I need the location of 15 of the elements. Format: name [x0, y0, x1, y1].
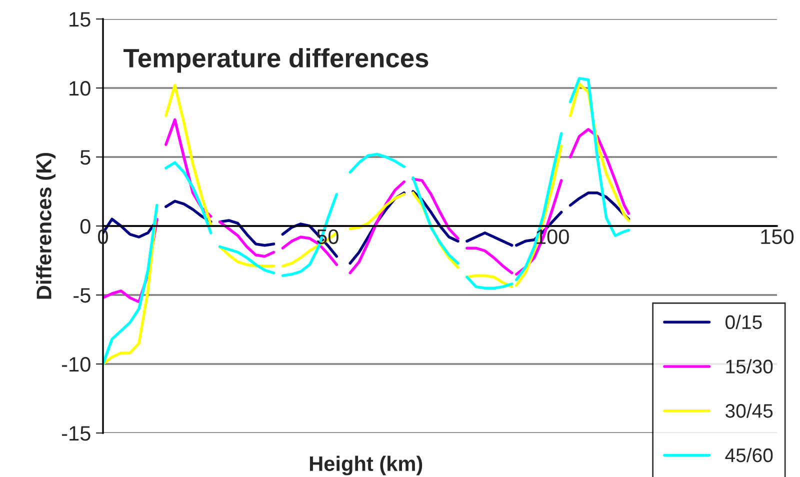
y-tick-label: 10 — [70, 81, 90, 96]
legend-label: 30/45 — [726, 404, 773, 418]
legend-label: 15/30 — [726, 359, 773, 374]
y-axis-title: Differences (K) — [36, 152, 56, 299]
legend-label: 0/15 — [726, 314, 762, 330]
y-tick-label: 15 — [70, 12, 90, 27]
x-tick-label: 150 — [761, 229, 794, 244]
legend-label: 45/60 — [725, 448, 773, 462]
y-tick-label: -5 — [74, 288, 90, 303]
y-tick-label: 5 — [80, 150, 90, 165]
x-axis-title: Height (km) — [310, 456, 422, 476]
y-tick-label: -15 — [62, 426, 90, 441]
y-tick-label: 0 — [80, 219, 90, 234]
text: Temperature differences — [124, 48, 428, 73]
y-tick-label: -10 — [62, 357, 90, 372]
